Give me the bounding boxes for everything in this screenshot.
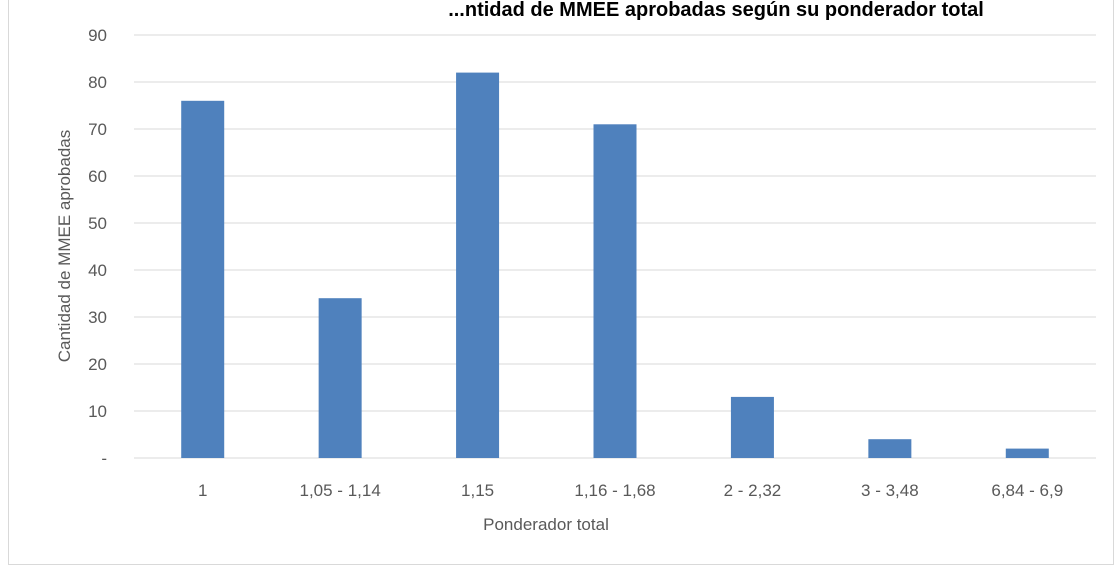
bar bbox=[318, 298, 362, 458]
bar bbox=[456, 72, 500, 458]
x-axis-title: Ponderador total bbox=[483, 515, 609, 534]
y-tick-label: 50 bbox=[88, 214, 107, 233]
bars bbox=[181, 72, 1049, 459]
y-tick-label: 80 bbox=[88, 73, 107, 92]
x-tick-label: 6,84 - 6,9 bbox=[991, 481, 1063, 500]
bar bbox=[593, 124, 637, 459]
y-axis-title: Cantidad de MMEE aprobadas bbox=[55, 130, 74, 362]
y-tick-label: 30 bbox=[88, 308, 107, 327]
bar bbox=[181, 100, 225, 459]
y-tick-label: 40 bbox=[88, 261, 107, 280]
x-tick-label: 1,16 - 1,68 bbox=[574, 481, 655, 500]
bar bbox=[730, 396, 774, 458]
bar bbox=[1005, 448, 1049, 458]
x-axis-ticks: 1 1,05 - 1,14 1,15 1,16 - 1,68 2 - 2,32 3 - 3… bbox=[198, 481, 1063, 500]
chart-title: ...ntidad de MMEE aprobadas según su pon… bbox=[448, 0, 984, 21]
y-tick-label: 20 bbox=[88, 355, 107, 374]
y-tick-label: 70 bbox=[88, 120, 107, 139]
y-tick-label: - bbox=[101, 449, 107, 468]
x-tick-label: 3 - 3,48 bbox=[861, 481, 919, 500]
x-tick-label: 2 - 2,32 bbox=[724, 481, 782, 500]
y-tick-label: 90 bbox=[88, 26, 107, 45]
y-tick-label: 60 bbox=[88, 167, 107, 186]
bar bbox=[868, 439, 912, 458]
x-tick-label: 1 bbox=[198, 481, 207, 500]
x-tick-label: 1,05 - 1,14 bbox=[300, 481, 381, 500]
y-tick-label: 10 bbox=[88, 402, 107, 421]
x-tick-label: 1,15 bbox=[461, 481, 494, 500]
y-axis-ticks: - 10 20 30 40 50 60 70 80 90 bbox=[88, 26, 107, 468]
